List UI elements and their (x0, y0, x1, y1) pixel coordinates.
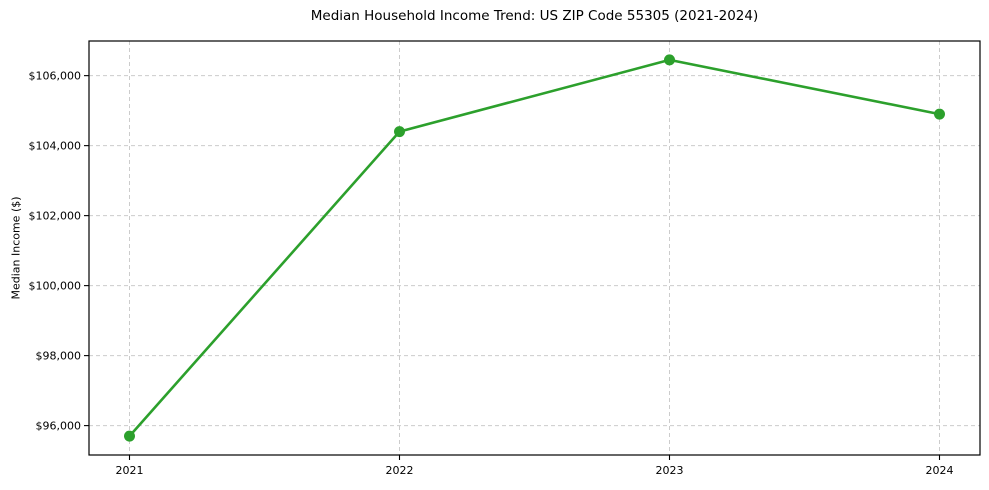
x-tick-label: 2021 (116, 464, 144, 477)
y-tick-label: $102,000 (29, 209, 82, 222)
data-line (128, 58, 941, 438)
y-tick-label: $104,000 (29, 139, 82, 152)
y-tick-label: $98,000 (36, 349, 82, 362)
chart-title: Median Household Income Trend: US ZIP Co… (310, 8, 759, 24)
y-tick-label: $100,000 (29, 279, 82, 292)
plot-border (88, 40, 981, 456)
x-tick-label: 2023 (656, 464, 684, 477)
data-point-marker (124, 430, 135, 442)
x-tick-label: 2022 (386, 464, 414, 477)
y-tick-label: $96,000 (36, 419, 82, 432)
data-point-marker (664, 54, 675, 66)
y-tick-label: $106,000 (29, 69, 82, 82)
x-tick-label: 2024 (926, 464, 954, 477)
data-point-marker (934, 108, 945, 120)
data-point-marker (394, 126, 405, 138)
